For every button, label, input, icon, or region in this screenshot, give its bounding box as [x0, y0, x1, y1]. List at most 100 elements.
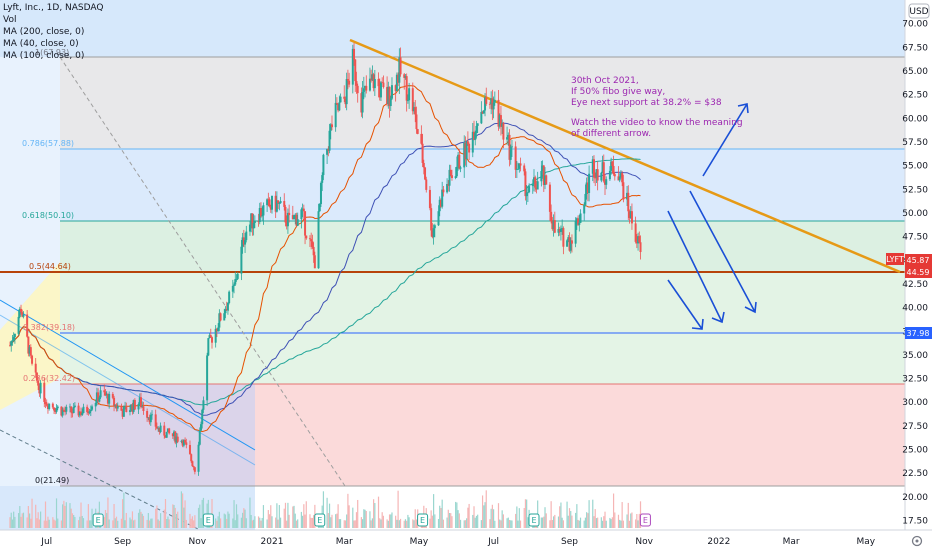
volume-bar: [403, 520, 405, 528]
candle-body: [634, 223, 637, 242]
volume-bar: [234, 520, 236, 528]
candle-body: [594, 177, 597, 179]
candle-body: [480, 111, 483, 124]
volume-bar: [328, 503, 331, 528]
earnings-marker[interactable]: [202, 513, 214, 527]
candle-body: [318, 204, 321, 212]
volume-bar: [216, 520, 218, 528]
volume-bar: [113, 503, 115, 528]
candle-body: [535, 187, 538, 190]
volume-bar: [371, 518, 373, 528]
volume-bar: [309, 514, 311, 528]
fib-label-0786: 0.786(57.88): [22, 139, 74, 148]
volume-bar: [407, 514, 409, 528]
candle-body: [334, 102, 337, 128]
ma40-label[interactable]: MA (40, close, 0): [3, 39, 79, 49]
volume-bar: [226, 518, 228, 528]
volume-bar: [549, 520, 551, 528]
volume-bar: [545, 513, 547, 528]
candle-body: [175, 436, 178, 443]
ma100-label[interactable]: MA (100, close, 0): [3, 51, 85, 61]
candle-body: [202, 400, 205, 410]
volume-bar: [20, 516, 22, 528]
volume-bar: [139, 509, 141, 528]
candle-body: [64, 411, 67, 413]
candle-body: [225, 309, 228, 311]
candle-body: [259, 207, 262, 217]
price-tick-5: 57.50: [902, 138, 928, 148]
channel-mid-line: [0, 314, 256, 466]
earnings-marker[interactable]: [314, 513, 326, 527]
volume-bar: [510, 520, 512, 528]
candle-body: [628, 211, 631, 218]
earnings-marker[interactable]: [417, 513, 429, 527]
candle-body: [120, 406, 123, 411]
ma200-label[interactable]: MA (200, close, 0): [3, 27, 85, 37]
candle-body: [240, 246, 243, 274]
volume-bar: [13, 511, 15, 528]
volume-bar: [254, 516, 256, 528]
volume-bar: [175, 513, 178, 528]
earnings-marker[interactable]: [92, 513, 104, 527]
volume-bar: [268, 514, 271, 528]
candle-body: [406, 100, 409, 102]
volume-bar: [31, 498, 33, 528]
candle-body: [413, 107, 416, 112]
candle-body: [105, 394, 108, 396]
time-axis[interactable]: Jul Sep Nov 2021 Mar May Jul Sep Nov 2022 Mar May: [40, 537, 875, 547]
volume-bar: [575, 512, 577, 528]
candle-body: [566, 240, 569, 247]
volume-bar: [172, 504, 174, 528]
volume-bar: [437, 519, 440, 528]
volume-bar: [311, 517, 314, 528]
candle-body: [416, 129, 419, 134]
currency-badge[interactable]: USD: [908, 3, 930, 19]
candle-body: [399, 57, 402, 75]
candle-body: [193, 467, 196, 472]
zone-1-0786: [60, 57, 905, 149]
price-tick-21: 17.50: [902, 517, 928, 527]
price-tick-7: 52.50: [902, 185, 928, 195]
candle-body: [310, 239, 313, 242]
candle-body: [38, 385, 41, 394]
candle-body: [286, 212, 289, 227]
volume-indicator-label[interactable]: Vol: [3, 15, 17, 25]
volume-bar: [130, 519, 132, 528]
earnings-marker[interactable]: [639, 513, 651, 527]
volume-bar: [622, 520, 624, 528]
volume-bar: [115, 516, 118, 528]
candle-body: [28, 347, 31, 354]
volume-bar: [27, 505, 29, 528]
volume-bar: [630, 513, 632, 528]
volume-bar: [244, 509, 246, 528]
price-tick-17: 27.50: [902, 422, 928, 432]
volume-bar: [343, 520, 345, 528]
volume-bar: [517, 520, 519, 528]
candle-body: [474, 132, 477, 140]
volume-bar: [459, 519, 462, 528]
settings-gear[interactable]: [911, 535, 923, 547]
candle-body: [601, 162, 604, 173]
level-text: 44.59: [907, 268, 930, 277]
volume-bar: [129, 517, 131, 528]
candle-body: [233, 284, 236, 286]
candle-body: [91, 406, 94, 410]
volume-bar: [44, 501, 47, 528]
candle-body: [386, 87, 389, 105]
earnings-marker[interactable]: [528, 513, 540, 527]
volume-bar: [458, 513, 460, 528]
candle-body: [317, 211, 320, 269]
price-tick-3: 62.50: [902, 91, 928, 101]
candle-body: [122, 406, 125, 417]
candle-body: [438, 199, 441, 212]
price-tick-19: 22.50: [902, 469, 928, 479]
time-tick-7: Sep: [561, 537, 578, 547]
candle-body: [353, 48, 356, 60]
candle-body: [142, 406, 145, 412]
annotation-note[interactable]: 30th Oct 2021, If 50% fibo give way, Eye…: [571, 76, 743, 139]
volume-bar: [638, 513, 640, 528]
symbol-title[interactable]: Lyft, Inc., 1D, NASDAQ: [3, 3, 104, 13]
candle-body: [448, 169, 451, 186]
